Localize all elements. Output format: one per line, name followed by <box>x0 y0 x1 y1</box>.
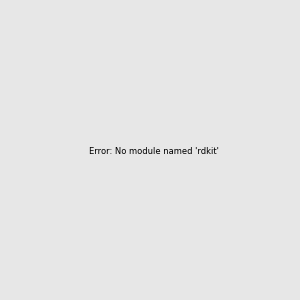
Text: Error: No module named 'rdkit': Error: No module named 'rdkit' <box>89 147 219 156</box>
